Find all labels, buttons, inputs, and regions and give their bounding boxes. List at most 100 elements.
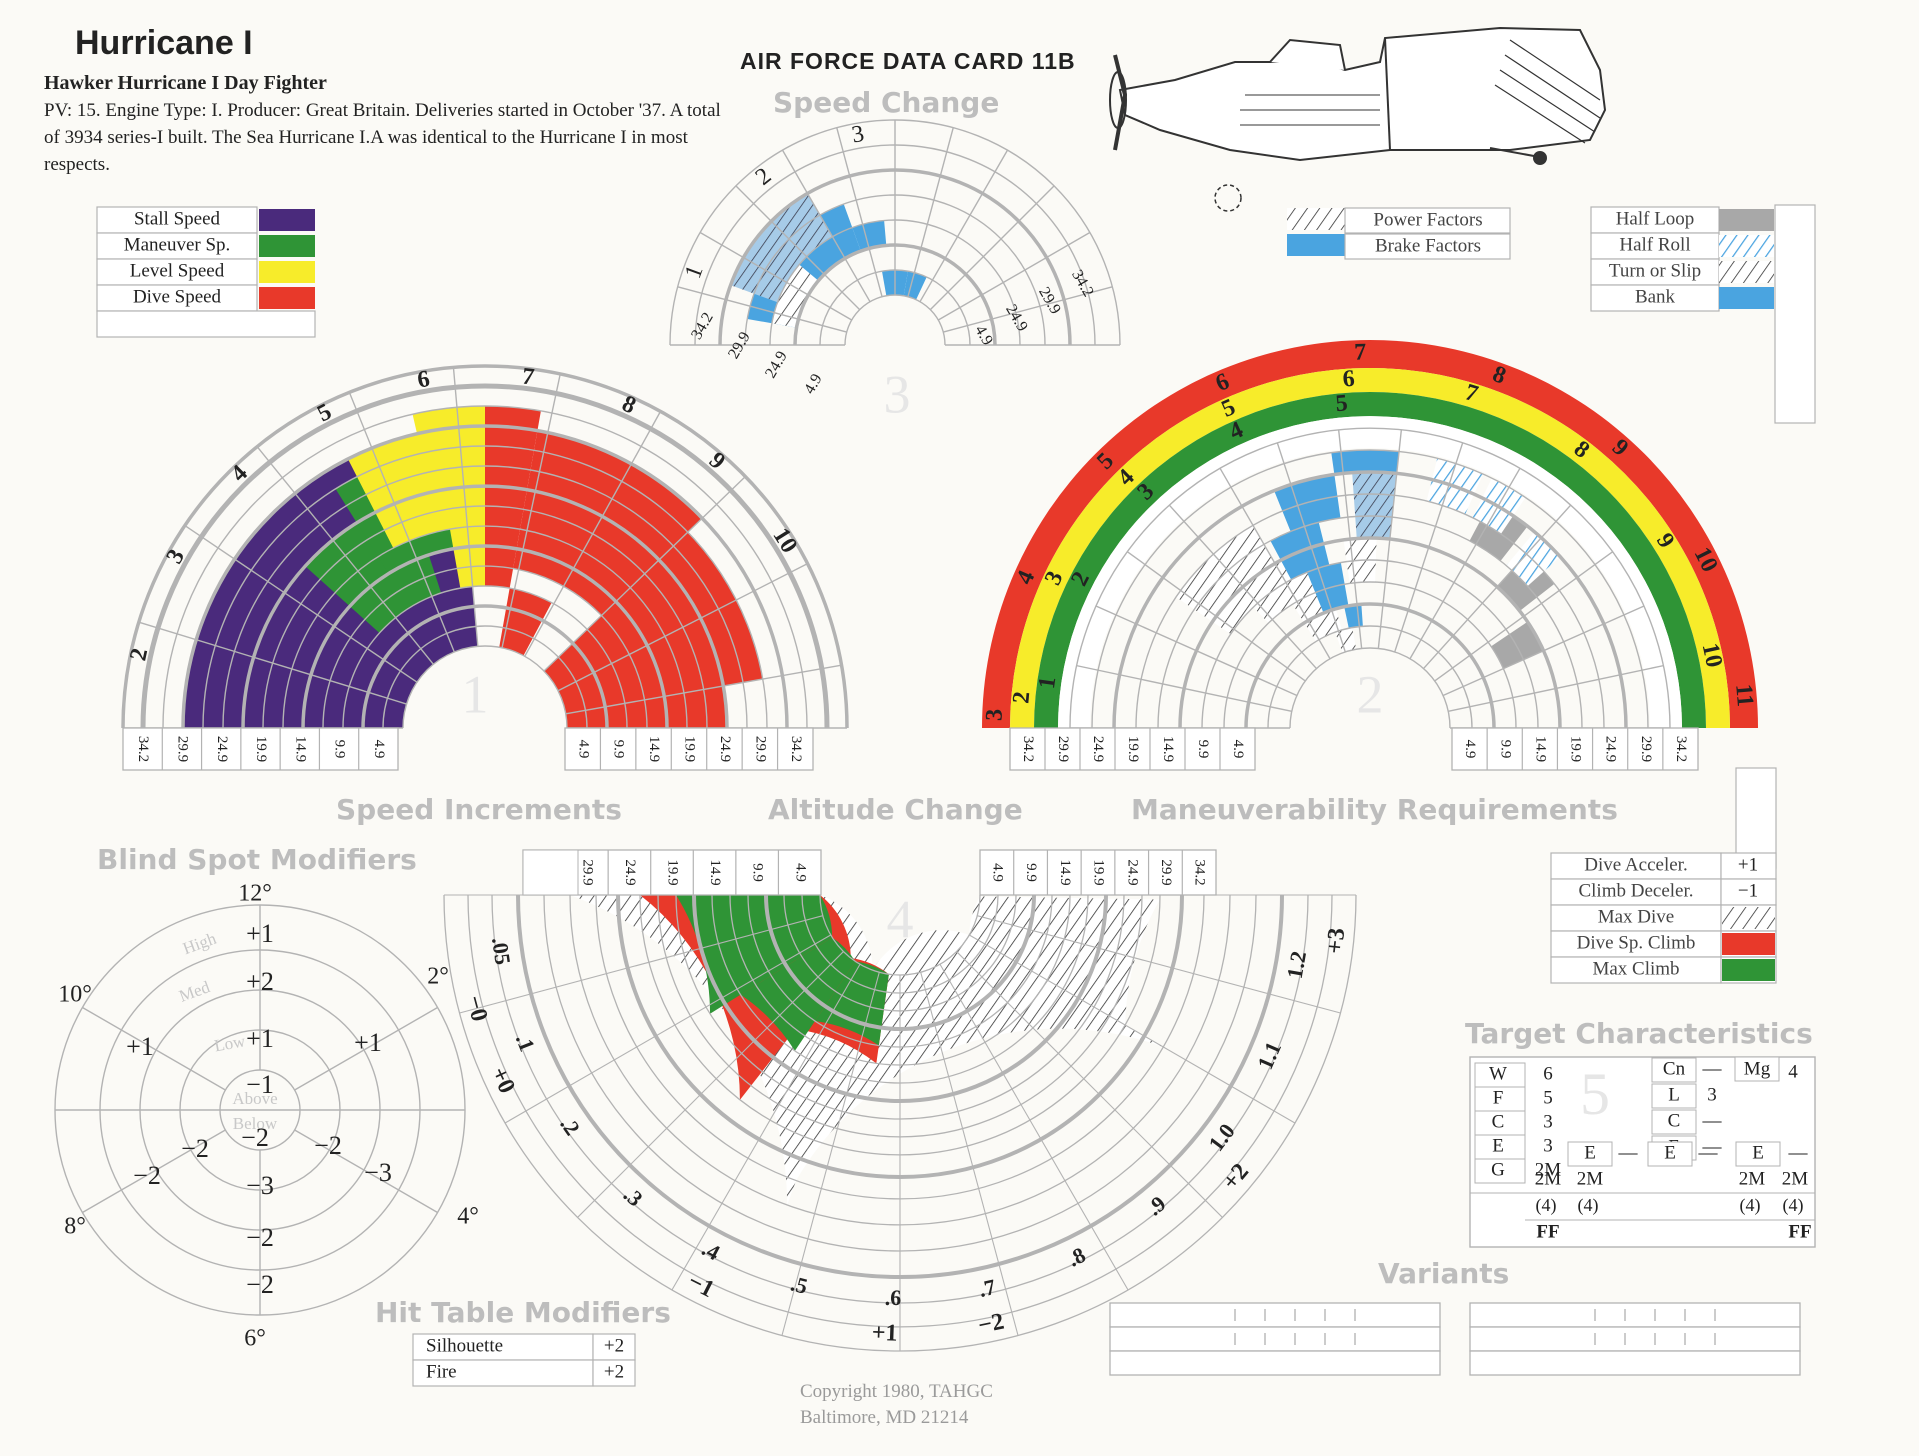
p4-right-strip-value: 34.2 [1192, 859, 1208, 885]
p1-left-strip-value: 9.9 [332, 740, 348, 759]
blind-spot-spoke [82, 1129, 226, 1214]
speed-scale-label: 7 [521, 364, 536, 391]
altitude-scale-label: .2 [555, 1112, 585, 1140]
p4-left-strip-value: 29.9 [579, 859, 595, 885]
target-value: — [1702, 1058, 1723, 1079]
target-value: 3 [1543, 1111, 1553, 1132]
target-key: G [1491, 1159, 1505, 1180]
factor-legend: Power Factors Brake Factors [1287, 207, 1511, 260]
legend-label: Dive Speed [133, 286, 222, 307]
legend-label: Climb Deceler. [1578, 880, 1693, 901]
speed-sector [485, 406, 541, 589]
p1-spoke [524, 411, 662, 657]
legend-swatch [259, 287, 315, 309]
target-value: 2M [1535, 1159, 1562, 1180]
target-paren-cell: (4) [1536, 1195, 1557, 1216]
legend-row [1550, 956, 1722, 984]
max-climb-area [740, 937, 856, 1051]
p2-ring [1201, 559, 1539, 729]
p4-right-strip-value: 29.9 [1158, 859, 1174, 885]
p4-right-strip-value: 14.9 [1057, 859, 1073, 885]
p1-ring [222, 465, 748, 729]
target-key: C [1492, 1111, 1505, 1132]
legend-swatch [1722, 933, 1775, 955]
p2-ring [1244, 602, 1496, 729]
legend-empty-row [96, 310, 316, 338]
panel-number: 4 [887, 889, 914, 949]
p2-left-strip-value: 19.9 [1125, 736, 1141, 762]
panel-number: 3 [884, 364, 911, 424]
target-e-cell: — [1618, 1142, 1639, 1163]
clock-label: 8° [64, 1214, 86, 1240]
altitude-scale-label: .9 [1142, 1191, 1171, 1221]
speed-change-value: 24.9 [1002, 302, 1031, 335]
p2-spoke [1394, 442, 1464, 653]
p4-right-strip-frame [979, 849, 1217, 896]
blind-spot-value: +1 [126, 1032, 154, 1061]
p2-right-strip-value: 9.9 [1497, 740, 1513, 759]
p4-spoke [459, 915, 823, 1014]
target-key-cell [1651, 1083, 1697, 1109]
speed-scale-label: 5 [313, 399, 336, 428]
p4-right-strip-value: 4.9 [989, 863, 1005, 882]
p1-spoke [452, 367, 479, 647]
target-e-cell: E [1664, 1142, 1676, 1163]
altitude-scale-label: .5 [788, 1271, 810, 1299]
variant-row [1469, 1302, 1801, 1328]
legend-row [1550, 904, 1722, 932]
speed-scale-label: 6 [415, 366, 431, 394]
p1-ring [282, 525, 688, 729]
legend-row [1550, 878, 1722, 906]
target-value: 3 [1543, 1135, 1553, 1156]
hit-table-label: Fire [426, 1361, 457, 1382]
target-key-cell [1647, 1141, 1693, 1167]
maneuverability-label: Maneuverability Requirements [1131, 793, 1618, 826]
speed-sector [499, 588, 552, 656]
clock-label: 12° [238, 881, 272, 907]
p1-right-strip-value: 29.9 [752, 736, 768, 762]
card-title: Hurricane I [75, 24, 253, 62]
hit-table-cell [592, 1359, 636, 1387]
requirement-cell [1491, 621, 1544, 669]
target-value: — [1702, 1136, 1723, 1157]
variant-row [1109, 1350, 1441, 1376]
p3-spoke [699, 231, 853, 321]
p4-left-strip-value: 24.9 [622, 859, 638, 885]
legend-swatch [1719, 261, 1774, 283]
p4-spoke [939, 964, 1129, 1291]
speed-change-value: 4.9 [801, 371, 826, 397]
legend-label: Half Roll [1619, 234, 1690, 255]
blind-spot-value: −2 [241, 1123, 269, 1152]
p1-left-strip-value: 34.2 [135, 736, 151, 762]
p2-left-strip-value: 34.2 [1020, 736, 1036, 762]
p4-spoke [577, 951, 844, 1218]
altitude-modifier: −1 [684, 1268, 719, 1303]
target-key-cell [1734, 1056, 1780, 1082]
speed-sector [543, 532, 763, 714]
p2-ring [1091, 449, 1649, 729]
p1-ring [241, 484, 729, 729]
speed-sector [429, 406, 485, 589]
p2-ring [1267, 625, 1473, 729]
p2-spoke [1126, 551, 1306, 682]
clock-label: 2° [427, 964, 449, 990]
p2-spoke [1276, 442, 1346, 653]
p2-spoke [1337, 429, 1363, 649]
altitude-scale-label: 1.0 [1203, 1119, 1240, 1156]
requirement-cell [1506, 531, 1561, 587]
legend-row [1550, 852, 1722, 880]
blind-spot-value: +2 [246, 967, 274, 996]
target-g-cell: 2M [1535, 1168, 1562, 1189]
target-value: — [1702, 1110, 1723, 1131]
p2-left-strip-value: 29.9 [1055, 736, 1071, 762]
speed-change-value: 34.2 [688, 310, 717, 343]
blind-spot-spoke [82, 1006, 226, 1091]
blind-spot-spoke [294, 1006, 438, 1091]
target-value: 4 [1788, 1061, 1798, 1082]
p2-right-strip-value: 34.2 [1673, 736, 1689, 762]
blind-spot-value: −2 [133, 1161, 161, 1190]
legend-label: Bank [1635, 286, 1676, 307]
p3-ring [844, 294, 946, 346]
p4-right-strip-value: 9.9 [1023, 863, 1039, 882]
